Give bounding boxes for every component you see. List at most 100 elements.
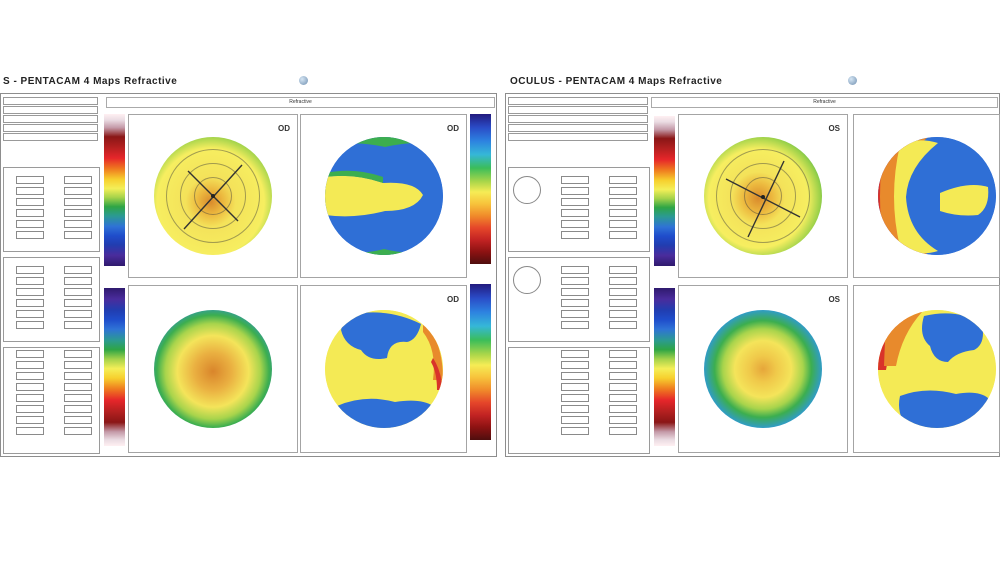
report-title: OCULUS - PENTACAM 4 Maps Refractive	[510, 76, 723, 87]
oculus-logo-icon	[299, 76, 308, 85]
cornea-back-group	[508, 257, 650, 342]
axial-curvature-panel: OD	[128, 114, 298, 278]
eye-label: OD	[278, 124, 290, 133]
patient-exam-date-field[interactable]	[508, 133, 648, 141]
value-field	[16, 372, 44, 380]
elevation-back-panel	[853, 285, 1000, 453]
axial-curvature-map	[154, 137, 272, 255]
report-os: OCULUS - PENTACAM 4 Maps Refractive Refr…	[505, 72, 1000, 457]
patient-id-field[interactable]	[508, 115, 648, 123]
patient-exam-date-field[interactable]	[3, 133, 98, 141]
value-field	[16, 405, 44, 413]
value-field	[64, 427, 92, 435]
corneal-thickness-panel: OS	[678, 285, 848, 453]
value-field	[16, 394, 44, 402]
value-field	[561, 361, 589, 369]
value-field	[561, 394, 589, 402]
patient-id-field[interactable]	[3, 115, 98, 123]
value-field	[561, 299, 589, 307]
patient-first-name-field[interactable]	[3, 106, 98, 114]
value-field	[609, 266, 637, 274]
value-field	[16, 266, 44, 274]
value-field	[561, 220, 589, 228]
elevation-front-map	[878, 137, 996, 255]
value-field	[561, 321, 589, 329]
value-field	[16, 198, 44, 206]
value-field	[561, 231, 589, 239]
patient-first-name-field[interactable]	[508, 106, 648, 114]
value-field	[609, 176, 637, 184]
color-scale-bottom-right	[470, 284, 491, 440]
section-header: Refractive	[106, 97, 495, 108]
value-field	[609, 220, 637, 228]
value-field	[609, 198, 637, 206]
oculus-logo-icon	[848, 76, 857, 85]
color-scale-top-right	[470, 114, 491, 264]
report-title: S - PENTACAM 4 Maps Refractive	[3, 76, 178, 87]
value-field	[16, 416, 44, 424]
value-field	[609, 310, 637, 318]
value-field	[16, 209, 44, 217]
pachymetry-group	[508, 347, 650, 454]
value-field	[64, 416, 92, 424]
value-field	[64, 299, 92, 307]
value-field	[609, 405, 637, 413]
value-field	[561, 288, 589, 296]
value-field	[64, 350, 92, 358]
value-field	[561, 266, 589, 274]
corneal-thickness-map	[154, 310, 272, 428]
value-field	[561, 405, 589, 413]
value-field	[609, 427, 637, 435]
patient-dob-field[interactable]	[3, 124, 98, 132]
color-scale-bottom-left	[104, 288, 125, 446]
value-field	[64, 383, 92, 391]
value-field	[16, 220, 44, 228]
patient-last-name-field[interactable]	[508, 97, 648, 105]
value-field	[561, 187, 589, 195]
patient-last-name-field[interactable]	[3, 97, 98, 105]
value-field	[561, 209, 589, 217]
value-field	[609, 372, 637, 380]
value-field	[561, 310, 589, 318]
eye-label: OD	[447, 124, 459, 133]
eye-label: OS	[828, 124, 840, 133]
value-field	[16, 427, 44, 435]
value-field	[64, 277, 92, 285]
value-field	[64, 176, 92, 184]
report-od: S - PENTACAM 4 Maps Refractive Refractiv…	[0, 72, 497, 457]
value-field	[64, 405, 92, 413]
compass-icon	[513, 176, 541, 204]
value-field	[64, 310, 92, 318]
value-field	[561, 416, 589, 424]
value-field	[16, 288, 44, 296]
value-field	[561, 383, 589, 391]
patient-info-box	[3, 97, 98, 142]
value-field	[16, 299, 44, 307]
value-field	[16, 176, 44, 184]
value-field	[64, 321, 92, 329]
cornea-back-group	[3, 257, 100, 342]
elevation-front-panel: OD	[300, 114, 467, 278]
value-field	[609, 383, 637, 391]
value-field	[609, 277, 637, 285]
value-field	[561, 277, 589, 285]
value-field	[561, 350, 589, 358]
patient-info-box	[508, 97, 648, 142]
value-field	[64, 220, 92, 228]
value-field	[609, 209, 637, 217]
value-field	[16, 310, 44, 318]
axial-curvature-map	[704, 137, 822, 255]
cornea-front-group	[3, 167, 100, 252]
elevation-back-map	[325, 310, 443, 428]
value-field	[64, 372, 92, 380]
elevation-back-panel: OD	[300, 285, 467, 453]
value-field	[64, 266, 92, 274]
value-field	[16, 187, 44, 195]
elevation-front-panel	[853, 114, 1000, 278]
corneal-thickness-map	[704, 310, 822, 428]
patient-dob-field[interactable]	[508, 124, 648, 132]
value-field	[609, 299, 637, 307]
value-field	[16, 350, 44, 358]
eye-label: OS	[828, 295, 840, 304]
value-field	[64, 209, 92, 217]
